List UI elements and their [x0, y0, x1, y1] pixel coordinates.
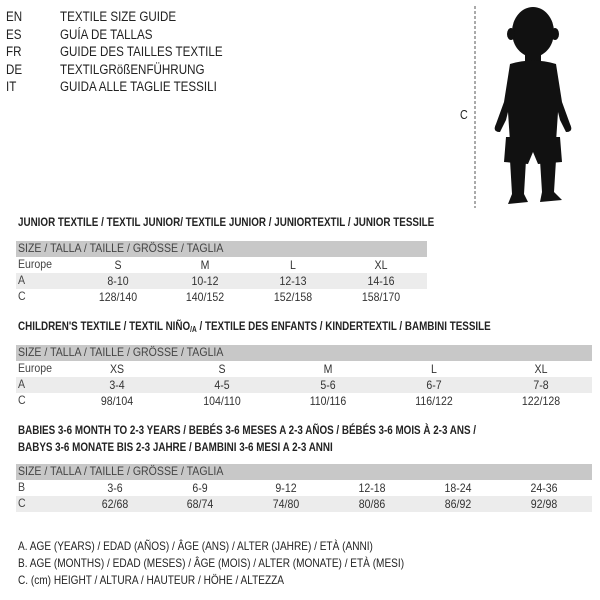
table-row: A 8-10 10-12 12-13 14-16	[16, 273, 427, 289]
language-code: EN	[6, 9, 23, 24]
table-cell: 68/74	[186, 497, 214, 511]
language-code: ES	[6, 26, 22, 42]
height-label: C	[460, 108, 468, 122]
table-cell: 128/140	[98, 290, 138, 304]
table-cell: 14-16	[367, 274, 395, 288]
row-label: Europe	[18, 257, 53, 271]
table-cell: XL	[374, 258, 388, 272]
size-header-label: SIZE / TALLA / TAILLE / GRÖSSE / TAGLIA	[18, 345, 224, 359]
child-silhouette-icon	[494, 7, 572, 204]
table-cell: XS	[109, 362, 125, 376]
table-row: B 3-6 6-9 9-12 12-18 18-24 24-36	[16, 480, 592, 496]
row-label: A	[18, 377, 26, 391]
table-cell: M	[323, 362, 333, 376]
legend-b: B. AGE (MONTHS) / EDAD (MESES) / ÂGE (MO…	[18, 556, 405, 570]
babies-title-line1: BABIES 3-6 MONTH TO 2-3 YEARS / BEBÉS 3-…	[18, 423, 477, 437]
table-cell: 12-13	[279, 274, 307, 288]
size-header-label: SIZE / TALLA / TAILLE / GRÖSSE / TAGLIA	[18, 464, 224, 478]
table-cell: 110/116	[309, 394, 347, 408]
size-header-label: SIZE / TALLA / TAILLE / GRÖSSE / TAGLIA	[18, 241, 224, 255]
children-title-main: CHILDREN'S TEXTILE / TEXTIL NIÑO	[18, 319, 191, 333]
table-cell: 104/110	[203, 394, 241, 408]
table-cell: 9-12	[275, 481, 297, 495]
language-code: IT	[6, 79, 17, 94]
row-label: Europe	[18, 361, 53, 375]
table-cell: 3-6	[107, 481, 123, 495]
table-cell: 158/170	[361, 290, 401, 304]
junior-title: JUNIOR TEXTILE / TEXTIL JUNIOR/ TEXTILE …	[18, 215, 435, 229]
table-cell: 24-36	[530, 481, 558, 495]
table-cell: L	[290, 258, 296, 272]
table-row: A 3-4 4-5 5-6 6-7 7-8	[16, 377, 592, 393]
table-cell: 12-18	[358, 481, 386, 495]
children-title: CHILDREN'S TEXTILE / TEXTIL NIÑO/A / TEX…	[18, 319, 491, 334]
language-title: GUIDE DES TAILLES TEXTILE	[60, 44, 223, 59]
language-code: DE	[6, 61, 23, 77]
child-silhouette-figure	[474, 6, 572, 208]
language-title: GUÍA DE TALLAS	[60, 26, 153, 42]
table-cell: L	[431, 362, 437, 376]
row-label: B	[18, 480, 26, 494]
table-cell: XL	[534, 362, 548, 376]
language-title: GUIDA ALLE TAGLIE TESSILI	[60, 79, 217, 94]
language-code: FR	[6, 44, 22, 59]
table-cell: S	[218, 362, 226, 376]
table-row: Europe S M L XL	[16, 257, 427, 273]
table-row: C 128/140 140/152 152/158 158/170	[16, 289, 427, 305]
table-cell: 10-12	[191, 274, 219, 288]
table-cell: 92/98	[530, 497, 558, 511]
row-label: C	[18, 289, 26, 303]
table-cell: 140/152	[185, 290, 225, 304]
table-cell: 74/80	[272, 497, 300, 511]
table-cell: 86/92	[444, 497, 472, 511]
table-cell: S	[114, 258, 122, 272]
size-header-row: SIZE / TALLA / TAILLE / GRÖSSE / TAGLIA	[16, 241, 427, 257]
language-title: TEXTILGRößENFÜHRUNG	[60, 61, 205, 77]
size-header-row: SIZE / TALLA / TAILLE / GRÖSSE / TAGLIA	[16, 464, 592, 480]
size-header-row: SIZE / TALLA / TAILLE / GRÖSSE / TAGLIA	[16, 345, 592, 361]
table-row: Europe XS S M L XL	[16, 361, 592, 377]
table-cell: 6-9	[192, 481, 208, 495]
table-cell: 116/122	[415, 394, 453, 408]
children-title-rest: / TEXTILE DES ENFANTS / KINDERTEXTIL / B…	[196, 319, 491, 333]
table-cell: 122/128	[521, 394, 561, 408]
legend-a: A. AGE (YEARS) / EDAD (AÑOS) / ÂGE (ANS)…	[18, 539, 373, 553]
table-cell: M	[200, 258, 210, 272]
children-title-sub: /A	[190, 325, 197, 334]
table-cell: 8-10	[107, 274, 129, 288]
table-cell: 62/68	[101, 497, 129, 511]
table-cell: 6-7	[426, 378, 442, 392]
row-label: C	[18, 393, 26, 407]
table-cell: 7-8	[533, 378, 549, 392]
legend-c: C. (cm) HEIGHT / ALTURA / HAUTEUR / HÖHE…	[18, 573, 285, 587]
table-cell: 98/104	[100, 394, 134, 408]
table-cell: 80/86	[358, 497, 386, 511]
language-title: TEXTILE SIZE GUIDE	[60, 9, 177, 24]
table-cell: 152/158	[273, 290, 313, 304]
row-label: A	[18, 273, 26, 287]
babies-title-line2: BABYS 3-6 MONATE BIS 2-3 JAHRE / BAMBINI…	[18, 440, 333, 454]
table-row: C 98/104 104/110 110/116 116/122 122/128	[16, 393, 592, 409]
table-row: C 62/68 68/74 74/80 80/86 86/92 92/98	[16, 496, 592, 512]
table-cell: 18-24	[444, 481, 472, 495]
row-label: C	[18, 496, 26, 510]
table-cell: 3-4	[109, 378, 125, 392]
table-cell: 4-5	[214, 378, 230, 392]
table-cell: 5-6	[320, 378, 336, 392]
